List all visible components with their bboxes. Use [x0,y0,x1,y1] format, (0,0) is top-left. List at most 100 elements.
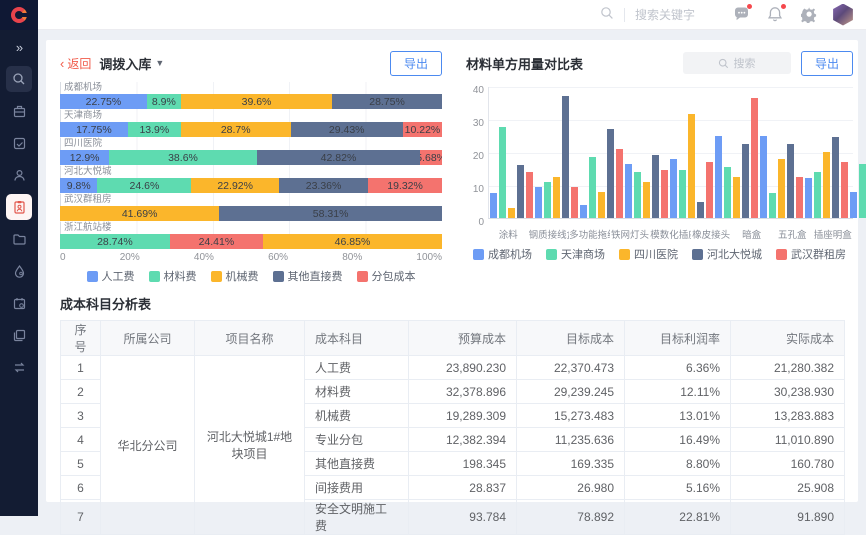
bar-segment[interactable]: 28.7% [180,122,291,137]
bar[interactable] [634,171,641,218]
bar[interactable] [832,137,839,218]
bar[interactable] [850,191,857,218]
bar-segment[interactable]: 29.43% [290,122,403,137]
bar[interactable] [616,148,623,218]
settings-gear-icon[interactable] [800,6,818,24]
bar[interactable] [751,97,758,218]
left-export-button[interactable]: 导出 [389,50,442,76]
bar[interactable] [652,155,659,218]
bar-segment[interactable]: 10.22% [402,122,442,137]
chevron-down-icon[interactable]: ▼ [155,58,165,68]
table-row[interactable]: 1 华北分公司 河北大悦城1#地块项目 人工费 23,890.230 22,370.473… [60,355,845,535]
column-header[interactable]: 预算成本 [408,320,517,356]
bar[interactable] [490,193,497,218]
bar-segment[interactable]: 28.75% [332,94,442,109]
bar-segment[interactable]: 24.41% [169,234,264,249]
bar-segment[interactable]: 38.6% [109,150,257,165]
bar[interactable] [760,135,767,218]
column-header[interactable]: 项目名称 [194,320,305,356]
sidebar-item-folder-icon[interactable] [6,226,32,252]
legend-item[interactable]: 成都机场 [473,246,532,262]
bar[interactable] [823,152,830,218]
chart-search-input[interactable]: 搜索 [682,52,791,74]
bar[interactable] [724,166,731,218]
column-header[interactable]: 成本科目 [304,320,409,356]
legend-item[interactable]: 天津商场 [546,246,605,262]
column-header[interactable]: 目标利润率 [624,320,731,356]
bar-segment[interactable]: 58.31% [219,206,442,221]
bar-segment[interactable]: 9.8% [60,178,98,193]
column-header[interactable]: 所属公司 [100,320,195,356]
global-search[interactable]: 搜索关键字 [600,6,695,23]
bar-segment[interactable]: 13.9% [127,122,181,137]
bar[interactable] [598,191,605,218]
table-row[interactable]: 6 间接费用 28.837 26.980 5.16% 25.908 [60,475,845,500]
bar-segment[interactable]: 42.82% [256,150,421,165]
back-button[interactable]: ‹ 返回 [60,55,92,71]
bar[interactable] [508,208,515,218]
bar[interactable] [733,176,740,218]
legend-item[interactable]: 河北大悦城 [692,246,762,262]
bar[interactable] [526,171,533,218]
right-export-button[interactable]: 导出 [800,50,853,76]
bar[interactable] [697,201,704,218]
table-row[interactable]: 5 其他直接费 198.345 169.335 8.80% 160.780 [60,451,845,476]
bar-segment[interactable]: 46.85% [263,234,442,249]
bar[interactable] [589,156,596,218]
legend-item[interactable]: 机械费 [210,268,259,284]
app-logo[interactable] [0,0,38,30]
sidebar-expand-icon[interactable]: » [15,40,23,55]
bar-segment[interactable]: 8.9% [146,94,181,109]
bar-segment[interactable]: 5.68% [420,150,442,165]
bar[interactable] [553,176,560,218]
bar-segment[interactable]: 39.6% [180,94,333,109]
bar[interactable] [715,135,722,218]
sidebar-item-projects-active-icon[interactable] [6,194,32,220]
bar[interactable] [670,158,677,218]
bar[interactable] [805,178,812,218]
column-header[interactable]: 实际成本 [730,320,845,356]
column-header[interactable]: 目标成本 [516,320,625,356]
bar[interactable] [841,161,848,218]
sidebar-search-icon[interactable] [6,66,32,92]
legend-item[interactable]: 人工费 [86,268,135,284]
bar[interactable] [580,204,587,218]
legend-item[interactable]: 其他直接费 [272,268,343,284]
bar[interactable] [535,186,542,218]
legend-item[interactable]: 分包成本 [356,268,416,284]
bar-segment[interactable]: 41.69% [60,206,220,221]
messages-icon[interactable] [732,3,752,24]
column-header[interactable]: 序号 [60,320,101,356]
sidebar-item-transfer-icon[interactable] [6,354,32,380]
sidebar-item-drop-icon[interactable] [6,258,32,284]
bar[interactable] [562,95,569,218]
bar[interactable] [607,128,614,218]
bar[interactable] [661,170,668,218]
bar[interactable] [706,161,713,218]
bar[interactable] [643,181,650,218]
bar[interactable] [796,176,803,218]
bar-segment[interactable]: 23.36% [278,178,369,193]
notifications-bell-icon[interactable] [766,3,786,24]
bar[interactable] [859,163,866,218]
bar[interactable] [544,181,551,218]
left-panel-title[interactable]: 调拨入库 [99,56,152,72]
legend-item[interactable]: 材料费 [148,268,197,284]
bar[interactable] [625,163,632,218]
bar[interactable] [499,127,506,218]
bar[interactable] [769,193,776,218]
sidebar-item-user-icon[interactable] [6,162,32,188]
bar[interactable] [571,186,578,218]
sidebar-item-calendar-icon[interactable] [6,290,32,316]
bar-segment[interactable]: 24.6% [97,178,192,193]
bar-segment[interactable]: 22.75% [60,94,147,109]
bar[interactable] [688,114,695,218]
sidebar-item-building-icon[interactable] [6,98,32,124]
sidebar-item-clipboard-edit-icon[interactable] [6,130,32,156]
bar[interactable] [814,171,821,218]
legend-item[interactable]: 四川医院 [619,246,678,262]
bar[interactable] [517,165,524,218]
table-row[interactable]: 3 机械费 19,289.309 15,273.483 13.01% 13,283.883 [60,403,845,428]
bar[interactable] [778,159,785,218]
bar[interactable] [787,143,794,218]
